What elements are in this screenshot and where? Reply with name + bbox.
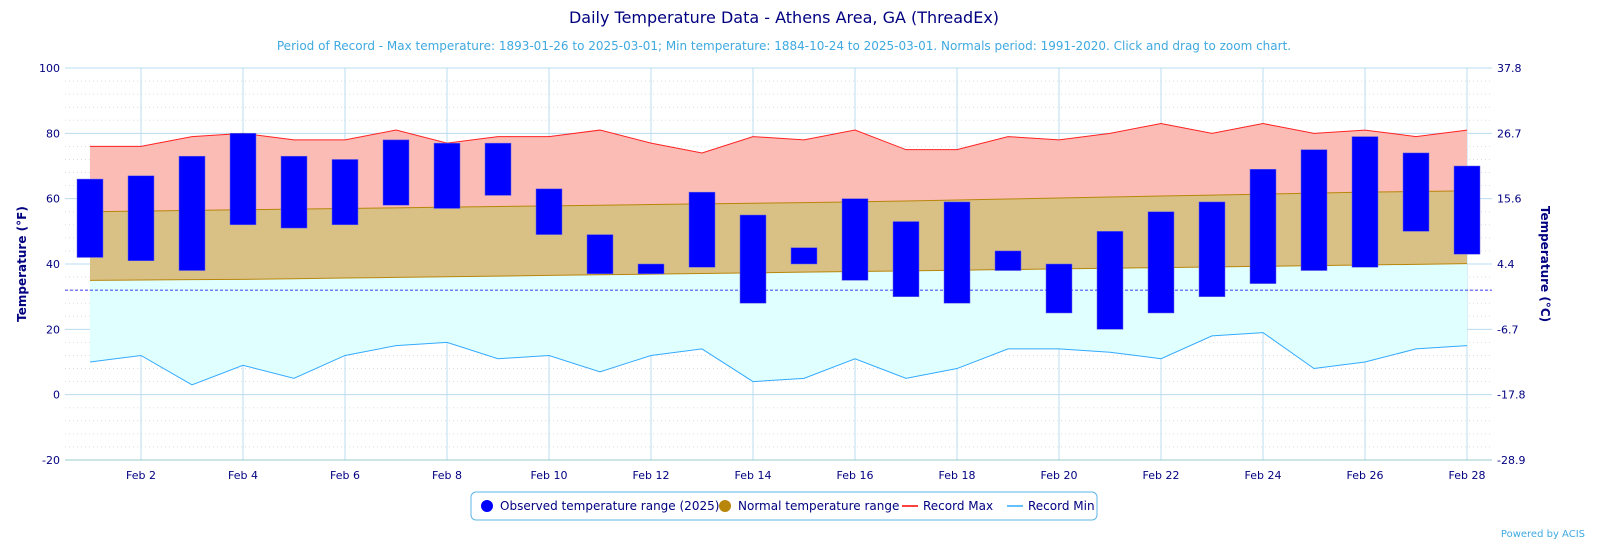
x-tick-label: Feb 18 [939, 469, 976, 482]
legend-item-record-min[interactable]: Record Min [1007, 499, 1095, 513]
legend-record-min-label: Record Min [1028, 499, 1095, 513]
observed-bar[interactable] [1402, 152, 1430, 232]
observed-bar[interactable] [127, 175, 155, 261]
chart-title: Daily Temperature Data - Athens Area, GA… [569, 8, 999, 27]
observed-bar[interactable] [331, 159, 359, 226]
axes: -20 -28.9 0 -17.8 20 -6.7 40 4.4 60 15.6 80 26.7 100… [39, 62, 1525, 482]
x-tick-label: Feb 2 [126, 469, 156, 482]
x-tick-label: Feb 12 [633, 469, 670, 482]
y-tick-label-left: -20 [42, 454, 60, 467]
x-tick-label: Feb 14 [735, 469, 772, 482]
x-tick-label: Feb 22 [1143, 469, 1180, 482]
observed-bar[interactable] [586, 234, 614, 275]
observed-bar[interactable] [994, 250, 1022, 271]
observed-bar[interactable] [229, 133, 257, 226]
legend-observed-marker [481, 500, 493, 512]
y-tick-label-left: 80 [46, 127, 60, 140]
y-tick-label-right: 4.4 [1497, 258, 1515, 271]
observed-bar[interactable] [892, 221, 920, 297]
observed-bar[interactable] [688, 191, 716, 268]
normal-max-line [89, 190, 1468, 213]
observed-bar[interactable] [790, 247, 818, 265]
y-tick-label-right: 26.7 [1497, 127, 1522, 140]
y-tick-label-left: 60 [46, 193, 60, 206]
record-min-line [89, 332, 1468, 386]
normal-min-line [89, 263, 1468, 281]
legend-item-record-max[interactable]: Record Max [902, 499, 993, 513]
x-tick-label: Feb 16 [837, 469, 874, 482]
y-tick-label-right: -6.7 [1497, 323, 1518, 336]
observed-bar[interactable] [76, 178, 104, 258]
x-tick-label: Feb 28 [1449, 469, 1486, 482]
observed-bar[interactable] [943, 201, 971, 304]
y-tick-label-right: 15.6 [1497, 193, 1522, 206]
observed-bar[interactable] [433, 142, 461, 209]
y-tick-label-left: 20 [46, 323, 60, 336]
observed-bar[interactable] [1453, 165, 1481, 255]
y-tick-label-left: 0 [53, 389, 60, 402]
y-tick-label-right: 37.8 [1497, 62, 1522, 75]
legend-record-max-label: Record Max [923, 499, 993, 513]
x-tick-label: Feb 8 [432, 469, 462, 482]
observed-bar[interactable] [841, 198, 869, 281]
legend-item-normal[interactable]: Normal temperature range [719, 499, 899, 513]
x-tick-label: Feb 6 [330, 469, 360, 482]
observed-bar[interactable] [178, 155, 206, 271]
x-tick-label: Feb 26 [1347, 469, 1384, 482]
record-max-line [90, 123, 1468, 154]
legend-item-observed[interactable]: Observed temperature range (2025) [481, 499, 719, 513]
observed-bar[interactable] [535, 188, 563, 235]
x-tick-label: Feb 24 [1245, 469, 1282, 482]
x-tick-label: Feb 4 [228, 469, 258, 482]
y-axis-label-right: Temperature (°C) [1538, 206, 1552, 322]
y-axis-label-left: Temperature (°F) [15, 206, 29, 322]
observed-bar[interactable] [1198, 201, 1226, 297]
observed-bar[interactable] [382, 139, 410, 206]
x-tick-label: Feb 10 [531, 469, 568, 482]
y-tick-label-left: 100 [39, 62, 60, 75]
area-layer [65, 123, 1492, 386]
observed-bar[interactable] [1351, 136, 1379, 268]
y-tick-label-left: 40 [46, 258, 60, 271]
observed-bar[interactable] [1300, 149, 1328, 271]
y-tick-label-right: -17.8 [1497, 389, 1525, 402]
bar-layer [76, 133, 1481, 330]
legend: Observed temperature range (2025) Normal… [470, 491, 1098, 521]
observed-bar[interactable] [637, 263, 665, 275]
observed-bar[interactable] [484, 142, 512, 196]
x-tick-label: Feb 20 [1041, 469, 1078, 482]
observed-bar[interactable] [280, 155, 308, 229]
y-tick-label-right: -28.9 [1497, 454, 1525, 467]
observed-bar[interactable] [1096, 231, 1124, 330]
chart-subtitle: Period of Record - Max temperature: 1893… [277, 39, 1291, 53]
observed-bar[interactable] [1045, 263, 1073, 314]
credit-link[interactable]: Powered by ACIS [1501, 529, 1585, 540]
legend-normal-label: Normal temperature range [738, 499, 899, 513]
legend-normal-marker [719, 500, 731, 512]
observed-bar[interactable] [739, 214, 767, 304]
observed-bar[interactable] [1147, 211, 1175, 314]
observed-bar[interactable] [1249, 169, 1277, 284]
legend-observed-label: Observed temperature range (2025) [500, 499, 719, 513]
